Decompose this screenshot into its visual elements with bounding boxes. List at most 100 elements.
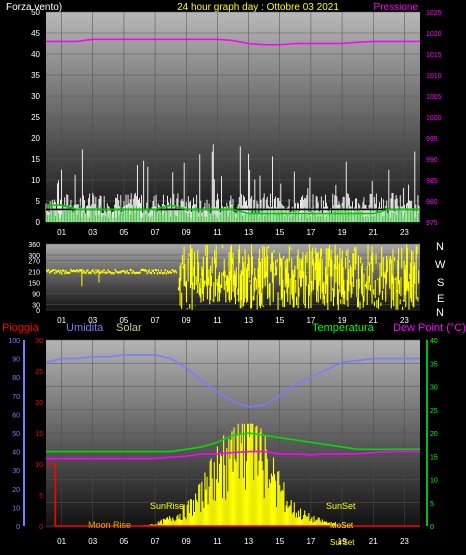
direction-point	[143, 269, 145, 272]
x-tick-label-mid: 23	[400, 316, 409, 325]
y2-tick-label: 1020	[426, 31, 442, 38]
x-tick-label-top: 11	[213, 228, 222, 237]
x-tick-label-mid: 17	[306, 316, 315, 325]
direction-point	[120, 271, 122, 274]
x-tick-label-bottom: 15	[275, 537, 284, 546]
humidity-tick-label: 80	[12, 375, 20, 382]
x-tick-label-mid: 21	[369, 316, 378, 325]
direction-point	[147, 270, 149, 273]
direction-point	[92, 269, 94, 272]
humidity-tick-label: 10	[12, 505, 20, 512]
rain-tick-label: 25	[35, 369, 43, 376]
y-tick-label: 15	[31, 155, 40, 164]
direction-point	[46, 269, 48, 272]
direction-point	[145, 269, 147, 272]
direction-point	[67, 271, 69, 274]
direction-point	[156, 272, 158, 275]
direction-point	[132, 270, 134, 273]
x-tick-label-top: 17	[306, 228, 315, 237]
direction-point	[48, 269, 50, 272]
direction-point	[69, 271, 71, 274]
x-tick-label-top: 01	[57, 228, 66, 237]
series-line-2	[46, 204, 420, 215]
direction-point	[126, 269, 128, 272]
direction-point	[141, 268, 143, 271]
direction-point	[144, 269, 146, 272]
y-tick-label: 40	[31, 50, 40, 59]
event-moonset: MoSet	[330, 521, 354, 530]
direction-point	[138, 271, 140, 274]
direction-point	[117, 271, 119, 274]
direction-point	[129, 269, 131, 272]
direction-point	[155, 269, 157, 272]
direction-point	[104, 271, 106, 274]
direction-point	[150, 272, 152, 275]
direction-point	[49, 271, 51, 274]
direction-point	[133, 271, 135, 274]
direction-point	[107, 269, 109, 272]
direction-point	[88, 272, 90, 275]
header-left: Forza vento)	[6, 2, 62, 13]
direction-point	[139, 271, 141, 274]
direction-point	[135, 271, 137, 274]
direction-point	[84, 271, 86, 274]
direction-point	[62, 269, 64, 272]
y-tick-label: 150	[28, 281, 40, 288]
direction-point	[168, 270, 171, 273]
direction-point	[72, 270, 74, 273]
direction-point	[124, 272, 126, 275]
direction-point	[125, 271, 127, 274]
x-tick-label-bottom: 07	[151, 537, 160, 546]
y-tick-label: 270	[28, 259, 40, 266]
x-tick-label-top: 03	[88, 228, 97, 237]
header-title: 24 hour graph day : Ottobre 03 2021	[177, 2, 339, 13]
direction-point	[56, 271, 58, 274]
y2-tick-label: 990	[426, 157, 438, 164]
direction-point	[83, 270, 85, 273]
y2-tick-label: 1015	[426, 52, 442, 59]
direction-point	[148, 269, 150, 272]
direction-point	[60, 269, 62, 272]
y-tick-label: 90	[32, 292, 40, 299]
y2-tick-label: 1025	[426, 10, 442, 17]
x-tick-label-bottom: 23	[400, 537, 409, 546]
x-tick-label-mid: 07	[151, 316, 160, 325]
y-tick-label: 360	[28, 242, 40, 249]
direction-point	[114, 268, 116, 271]
y2-tick-label: 20	[430, 431, 438, 438]
direction-point	[163, 271, 166, 274]
event-moonrise: Moon Rise	[88, 520, 131, 530]
direction-point	[65, 270, 67, 273]
header-right: Pressione	[374, 2, 419, 13]
y-tick-label: 210	[28, 270, 40, 277]
direction-point	[161, 272, 164, 275]
direction-point	[66, 271, 68, 274]
direction-point	[171, 268, 174, 271]
direction-point	[131, 271, 133, 274]
direction-point	[174, 269, 177, 272]
heading-label-e: E	[437, 293, 444, 305]
direction-point	[157, 269, 159, 272]
direction-point	[95, 269, 97, 272]
direction-point	[169, 271, 172, 274]
humidity-tick-label: 70	[12, 394, 20, 401]
direction-point	[165, 272, 168, 275]
legend-dewpoint: Dew Point (°C)	[393, 322, 466, 334]
direction-point	[101, 270, 103, 273]
humidity-tick-label: 0	[16, 524, 20, 531]
humidity-line	[45, 354, 420, 408]
direction-point	[113, 272, 115, 275]
direction-point	[78, 270, 80, 273]
direction-point	[105, 271, 107, 274]
x-tick-label-bottom: 21	[369, 537, 378, 546]
direction-point	[167, 271, 170, 274]
direction-point	[68, 271, 70, 274]
x-tick-label-top: 05	[119, 228, 128, 237]
direction-point	[97, 269, 99, 272]
direction-point	[85, 272, 87, 275]
y2-tick-label: 975	[426, 220, 438, 227]
direction-point	[80, 269, 82, 272]
y-tick-label: 45	[31, 29, 40, 38]
direction-point	[79, 268, 81, 271]
